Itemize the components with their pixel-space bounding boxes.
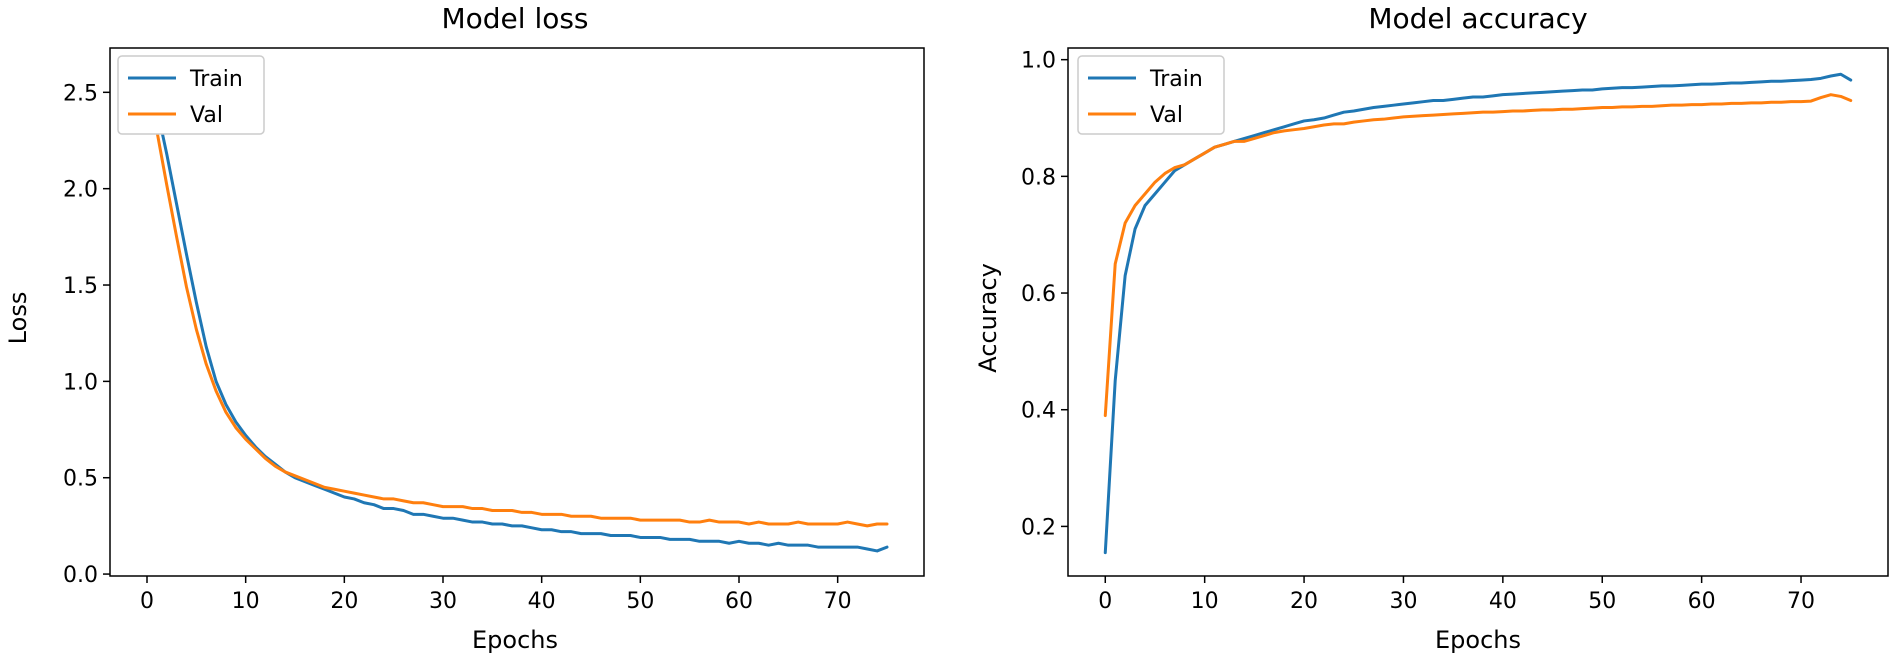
loss-chart-title: Model loss (441, 2, 588, 35)
loss-y-tick-label: 1.5 (63, 274, 98, 299)
loss-y-tick-label: 2.0 (63, 178, 98, 203)
accuracy-legend-val-label: Val (1150, 103, 1183, 128)
loss-ticks: 0 10 20 30 40 50 60 70 0.0 0.5 1.0 1.5 2.0 2.5 (63, 81, 852, 614)
loss-x-tick-label: 40 (528, 589, 556, 614)
loss-x-tick-label: 70 (824, 589, 852, 614)
loss-x-tick-label: 50 (626, 589, 654, 614)
loss-x-tick-label: 0 (140, 589, 154, 614)
accuracy-y-tick-label: 0.6 (1021, 282, 1056, 307)
accuracy-x-tick-label: 50 (1588, 589, 1616, 614)
accuracy-y-tick-label: 0.2 (1021, 515, 1056, 540)
accuracy-legend-train-label: Train (1149, 67, 1203, 92)
accuracy-ticks: 0 10 20 30 40 50 60 70 0.2 0.4 0.6 0.8 1.0 (1021, 49, 1815, 614)
accuracy-x-tick-label: 20 (1290, 589, 1318, 614)
accuracy-x-tick-label: 10 (1191, 589, 1219, 614)
loss-val-line (145, 81, 889, 528)
accuracy-y-tick-label: 1.0 (1021, 49, 1056, 74)
loss-train-line (145, 63, 889, 553)
loss-y-axis-label: Loss (4, 292, 32, 345)
loss-x-tick-label: 20 (330, 589, 358, 614)
loss-x-axis-label: Epochs (472, 626, 558, 654)
loss-legend-val-label: Val (190, 103, 223, 128)
loss-legend: Train Val (117, 55, 265, 135)
accuracy-lines (1103, 72, 1853, 555)
accuracy-y-tick-label: 0.8 (1021, 165, 1056, 190)
loss-chart: Model loss Loss Epochs 0 10 20 30 40 50 60 70 0.… (4, 2, 925, 654)
loss-y-tick-label: 1.0 (63, 370, 98, 395)
loss-x-tick-label: 60 (725, 589, 753, 614)
loss-x-tick-label: 10 (232, 589, 260, 614)
loss-y-tick-label: 2.5 (63, 81, 98, 106)
loss-x-tick-label: 30 (429, 589, 457, 614)
accuracy-x-tick-label: 60 (1688, 589, 1716, 614)
accuracy-x-tick-label: 0 (1098, 589, 1112, 614)
loss-legend-train-label: Train (189, 67, 243, 92)
accuracy-x-axis-label: Epochs (1435, 626, 1521, 654)
accuracy-y-tick-label: 0.4 (1021, 399, 1056, 424)
loss-lines (145, 63, 889, 553)
accuracy-x-tick-label: 30 (1389, 589, 1417, 614)
loss-y-tick-label: 0.0 (63, 563, 98, 588)
accuracy-x-tick-label: 70 (1787, 589, 1815, 614)
loss-plot-frame (109, 47, 925, 577)
accuracy-plot-frame (1067, 47, 1889, 577)
loss-y-tick-label: 0.5 (63, 467, 98, 492)
accuracy-legend: Train Val (1077, 55, 1225, 135)
accuracy-x-tick-label: 40 (1489, 589, 1517, 614)
accuracy-chart: Model accuracy Accuracy Epochs 0 10 20 30 40… (974, 2, 1889, 654)
accuracy-chart-title: Model accuracy (1368, 2, 1587, 35)
accuracy-y-axis-label: Accuracy (974, 263, 1002, 373)
accuracy-val-line (1103, 93, 1853, 418)
